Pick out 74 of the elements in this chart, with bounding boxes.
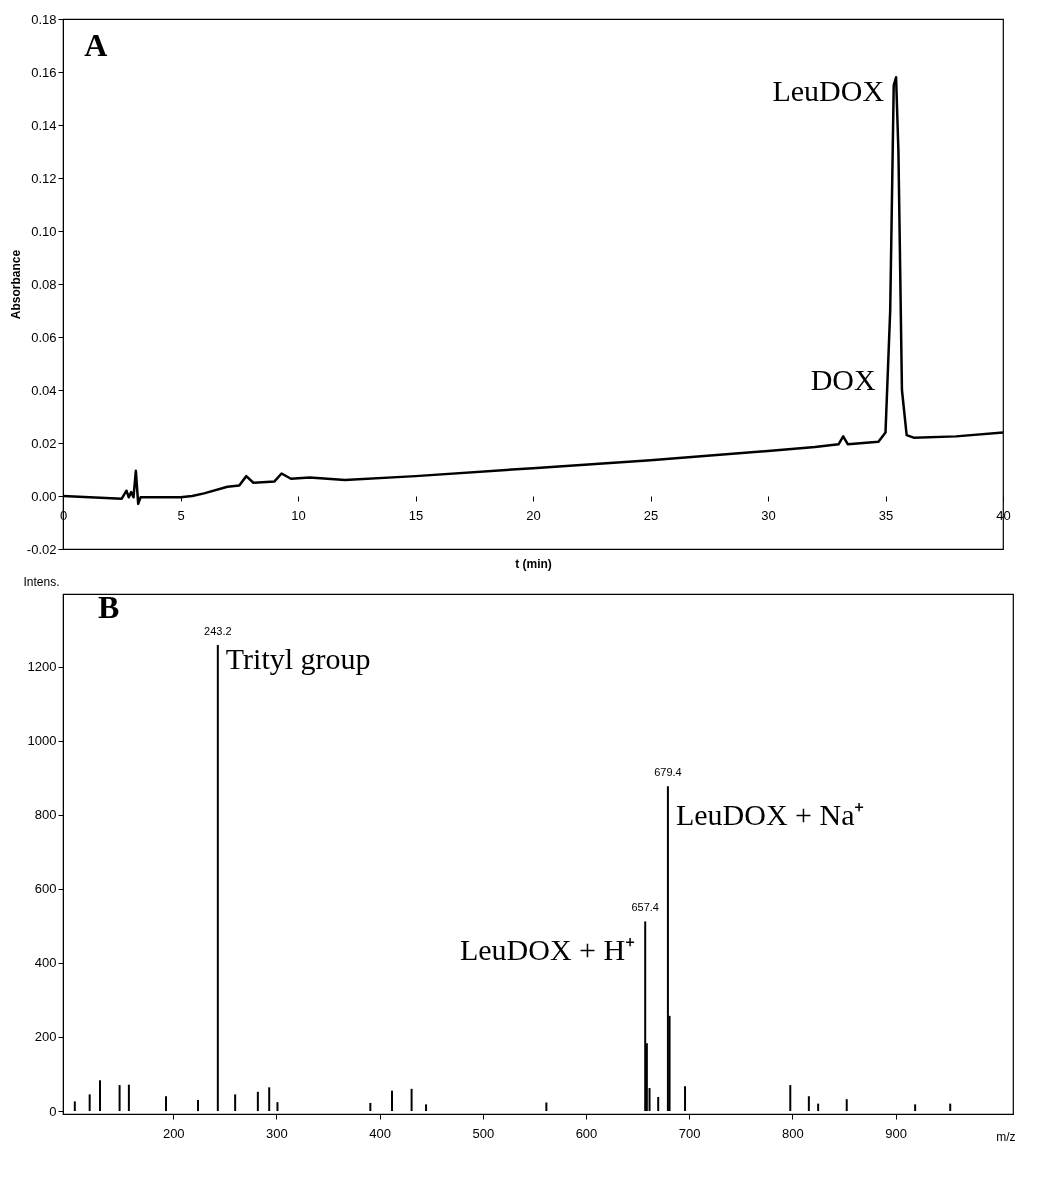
y-tick-label: 0.00 — [31, 488, 57, 504]
y-tick-label: 0.06 — [31, 329, 57, 345]
bar — [657, 1096, 660, 1112]
annotation: 679.4 — [654, 766, 682, 779]
x-tick-label: 30 — [761, 507, 776, 523]
y-tick-label: 0.08 — [31, 276, 57, 292]
bar — [684, 1086, 687, 1112]
y-axis-title: Absorbance — [8, 249, 23, 320]
y-tick-label: 0.18 — [31, 11, 57, 27]
x-tick-label: 900 — [885, 1125, 907, 1141]
bar — [425, 1104, 428, 1112]
bar — [276, 1102, 279, 1112]
y-tick-label: 0.10 — [31, 223, 57, 239]
annotation: LeuDOX — [772, 74, 885, 108]
y-tick-label: 0.14 — [31, 117, 57, 133]
bar — [73, 1101, 76, 1112]
annotation: 243.2 — [204, 625, 232, 638]
y-tick-label: 0.12 — [31, 170, 57, 186]
bar — [410, 1088, 413, 1112]
x-tick-label: 400 — [369, 1125, 391, 1141]
x-tick-label: 300 — [266, 1125, 288, 1141]
bar — [165, 1096, 168, 1112]
bar — [666, 786, 669, 1112]
x-axis-title: t (min) — [515, 556, 552, 571]
y-tick-label: 0.02 — [31, 435, 57, 451]
annotation: 657.4 — [631, 901, 659, 914]
bar — [369, 1102, 372, 1112]
bar — [807, 1096, 810, 1112]
y-axis-title: Intens. — [23, 574, 60, 589]
bar — [545, 1102, 548, 1112]
x-tick-label: 700 — [678, 1125, 701, 1141]
bar — [256, 1091, 259, 1112]
chart-title: B — [97, 589, 120, 625]
bar — [118, 1085, 121, 1112]
bar — [268, 1087, 271, 1112]
x-tick-label: 20 — [526, 507, 541, 523]
bar — [197, 1099, 200, 1112]
y-tick-label: 0 — [49, 1103, 57, 1119]
x-tick-label: 15 — [408, 507, 424, 523]
y-tick-label: 800 — [34, 807, 57, 823]
bar — [391, 1090, 393, 1112]
bar — [127, 1084, 130, 1112]
y-tick-label: 200 — [34, 1029, 57, 1045]
x-tick-label: 25 — [643, 507, 659, 523]
bar — [216, 645, 219, 1112]
x-tick-label: 800 — [782, 1125, 804, 1141]
x-tick-label: 500 — [472, 1125, 495, 1141]
y-tick-label: 1000 — [27, 733, 57, 749]
bar — [914, 1104, 917, 1112]
annotation: LeuDOX + Na⁺ — [675, 798, 865, 832]
bar — [789, 1085, 792, 1112]
y-tick-label: 0.16 — [31, 64, 57, 80]
annotation: LeuDOX + H⁺ — [459, 933, 636, 967]
x-tick-label: 10 — [291, 507, 306, 523]
annotation: DOX — [810, 363, 877, 397]
y-tick-label: 0.04 — [31, 382, 57, 398]
bar — [88, 1094, 91, 1112]
y-tick-label: 600 — [34, 881, 57, 897]
bar — [644, 921, 647, 1112]
y-tick-label: 400 — [34, 955, 57, 971]
bar — [234, 1094, 237, 1112]
chart-title: A — [84, 27, 108, 63]
x-tick-label: 200 — [162, 1125, 185, 1141]
bar — [949, 1103, 952, 1112]
bar — [845, 1099, 848, 1112]
bar — [817, 1103, 820, 1112]
annotation: Trityl group — [225, 642, 371, 676]
x-axis-title: m/z — [996, 1129, 1016, 1144]
x-tick-label: 35 — [878, 507, 894, 523]
y-tick-label: -0.02 — [26, 541, 57, 557]
x-tick-label: 5 — [177, 507, 185, 523]
x-tick-label: 600 — [575, 1125, 598, 1141]
y-tick-label: 1200 — [27, 659, 57, 675]
bar — [98, 1080, 101, 1112]
